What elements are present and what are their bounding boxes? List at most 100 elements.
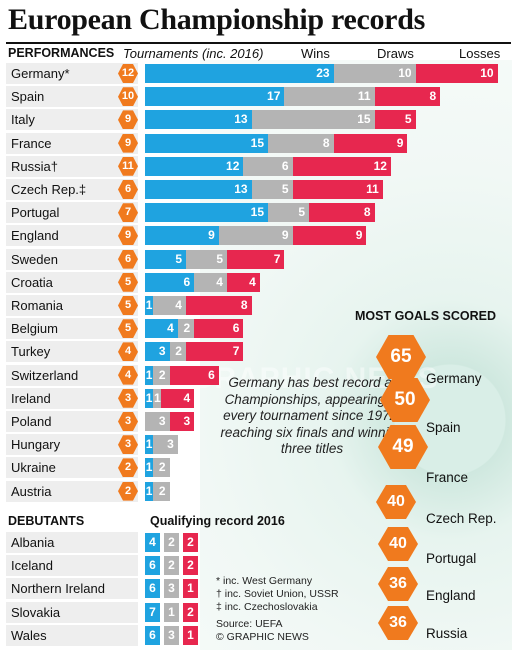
most-goals-title: MOST GOALS SCORED <box>355 309 496 323</box>
wins-bar: 3 <box>145 342 170 362</box>
goals-team: France <box>426 470 469 485</box>
draws-bar: 5 <box>268 203 309 223</box>
draws-bar: 5 <box>251 180 293 199</box>
debutant-label: Slovakia <box>6 601 138 623</box>
draws-bar: 9 <box>218 226 293 246</box>
team-label: Poland <box>6 411 138 432</box>
team-label: Ireland <box>6 387 138 409</box>
draws-bar: 2 <box>169 342 186 362</box>
qualifying-draws: 3 <box>164 625 179 645</box>
qualifying-wins: 6 <box>145 579 160 599</box>
qualifying-draws: 1 <box>164 602 179 622</box>
tournaments-hex: 4 <box>118 365 138 385</box>
tournaments-hex: 9 <box>118 226 138 246</box>
wins-bar: 13 <box>145 180 252 199</box>
draws-bar: 2 <box>153 365 170 385</box>
wins-bar: 15 <box>145 203 268 223</box>
debutants-label: DEBUTANTS <box>8 514 85 528</box>
goals-team: Czech Rep. <box>426 511 497 526</box>
qualifying-wins: 4 <box>145 533 160 552</box>
footnote-germany: * inc. West Germany <box>216 575 313 587</box>
team-label: Turkey <box>6 341 138 363</box>
credit-text: © GRAPHIC NEWS <box>216 631 309 643</box>
losses-bar: 5 <box>374 110 416 130</box>
losses-bar: 10 <box>415 64 498 83</box>
qualifying-wins: 6 <box>145 625 160 645</box>
draws-bar: 15 <box>251 110 375 130</box>
losses-bar: 11 <box>292 180 383 199</box>
goals-team: Spain <box>426 420 461 435</box>
losses-bar: 6 <box>169 365 219 385</box>
team-label: Portugal <box>6 202 138 224</box>
tournaments-hex: 6 <box>118 180 138 199</box>
qualifying-losses: 2 <box>183 533 198 552</box>
team-label: Russia† <box>6 155 138 177</box>
footnote-czech: ‡ inc. Czechoslovakia <box>216 601 318 613</box>
tournaments-hex: 5 <box>118 272 138 292</box>
wins-bar: 17 <box>145 87 285 107</box>
team-label: France <box>6 132 138 154</box>
tournaments-hex: 9 <box>118 110 138 130</box>
wins-bar: 23 <box>145 64 334 83</box>
team-label: Germany* <box>6 63 138 84</box>
team-label: Italy <box>6 109 138 131</box>
goals-hex: 49 <box>378 425 428 469</box>
draws-bar: 4 <box>194 272 227 292</box>
team-label: Croatia <box>6 271 138 293</box>
draws-header: Draws <box>377 46 414 61</box>
draws-bar: 11 <box>284 87 375 107</box>
qualifying-draws: 2 <box>164 556 179 576</box>
losses-bar: 4 <box>227 272 260 292</box>
qualifying-draws: 3 <box>164 579 179 599</box>
losses-bar: 8 <box>309 203 375 223</box>
draws-bar: 2 <box>153 481 170 501</box>
goals-hex: 65 <box>376 335 426 379</box>
wins-bar: 4 <box>145 319 178 339</box>
footnote-russia: † inc. Soviet Union, USSR <box>216 588 339 600</box>
tournaments-hex: 3 <box>118 412 138 431</box>
wins-bar: 5 <box>145 249 186 269</box>
losses-bar: 7 <box>227 249 285 269</box>
tournaments-header: Tournaments (inc. 2016) <box>123 46 264 61</box>
qualifying-draws: 2 <box>164 533 179 552</box>
tournaments-hex: 3 <box>118 388 138 408</box>
qualifying-losses: 2 <box>183 556 198 576</box>
wins-bar: 1 <box>145 435 154 455</box>
losses-header: Losses <box>459 46 501 61</box>
page-title: European Championship records <box>8 3 425 36</box>
team-label: Austria <box>6 480 138 502</box>
goals-hex: 50 <box>380 378 430 422</box>
wins-bar: 15 <box>145 133 268 153</box>
qualifying-losses: 2 <box>183 602 198 622</box>
wins-bar: 1 <box>145 458 154 478</box>
tournaments-hex: 7 <box>118 203 138 223</box>
draws-bar: 3 <box>153 435 178 455</box>
draws-bar: 2 <box>153 458 170 478</box>
tournaments-hex: 5 <box>118 296 138 315</box>
tournaments-hex: 11 <box>118 156 138 176</box>
qualifying-header: Qualifying record 2016 <box>150 514 285 528</box>
draws-bar: 8 <box>268 133 334 153</box>
debutant-label: Albania <box>6 532 138 553</box>
wins-bar: 9 <box>145 226 219 246</box>
wins-bar: 6 <box>145 272 195 292</box>
losses-bar: 9 <box>333 133 408 153</box>
losses-bar: 7 <box>186 342 244 362</box>
team-label: Spain <box>6 86 138 108</box>
draws-bar: 6 <box>243 156 293 176</box>
draws-bar: 1 <box>153 388 162 408</box>
losses-bar: 12 <box>292 156 391 176</box>
tournaments-hex: 12 <box>118 64 138 83</box>
losses-bar: 9 <box>292 226 367 246</box>
debutant-label: Wales <box>6 624 138 646</box>
wins-bar: 13 <box>145 110 252 130</box>
goals-hex: 36 <box>378 606 418 640</box>
performances-label: PERFORMANCES <box>8 46 115 60</box>
goals-hex: 40 <box>378 527 418 561</box>
team-label: Switzerland <box>6 364 138 386</box>
wins-bar: 1 <box>145 481 154 501</box>
goals-hex: 36 <box>378 567 418 601</box>
wins-bar: 1 <box>145 365 154 385</box>
wins-bar: 1 <box>145 296 154 315</box>
